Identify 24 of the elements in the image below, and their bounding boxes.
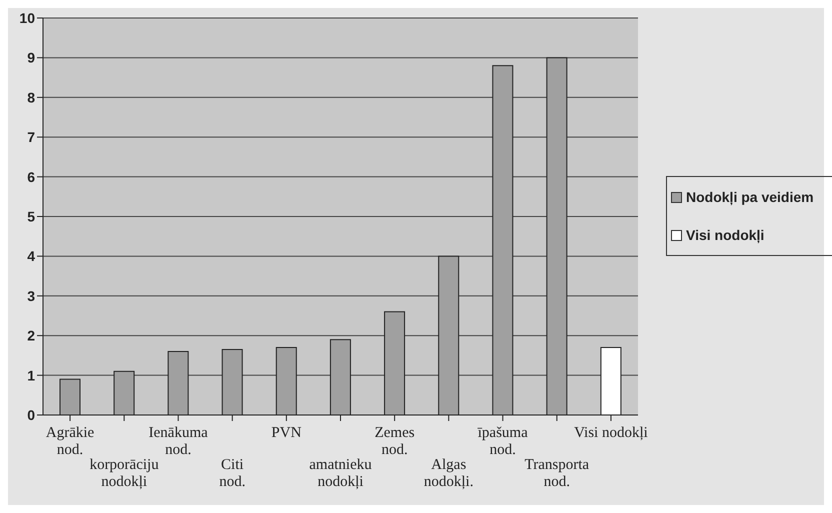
x-tick-label: amatnieku nodokļi <box>309 457 372 490</box>
y-tick-label: 3 <box>27 288 36 304</box>
x-tick-label: Transporta nod. <box>524 457 590 490</box>
y-tick-label: 10 <box>19 10 36 26</box>
y-tick-label: 9 <box>27 50 36 66</box>
y-tick-label: 6 <box>27 168 36 185</box>
x-tick-label: īpašuma nod. <box>476 425 528 458</box>
y-tick-label: 8 <box>27 89 36 106</box>
x-tick-label: Ienākuma nod. <box>148 425 208 458</box>
x-tick-label: Visi nodokļi <box>574 425 648 441</box>
y-tick-label: 4 <box>27 248 36 264</box>
y-tick-label: 1 <box>27 367 36 384</box>
x-tick-label: Agrākie nod. <box>46 425 95 458</box>
legend-label: Nodokļi pa veidiem <box>686 189 814 205</box>
x-tick-label: Citi nod. <box>219 457 246 490</box>
legend-label: Visi nodokļi <box>686 227 764 243</box>
x-tick-label: korporāciju nodokļi <box>90 457 160 490</box>
x-tick-label: Zemes nod. <box>374 425 415 458</box>
y-tick-label: 5 <box>27 208 36 224</box>
y-tick-label: 0 <box>27 406 36 423</box>
x-tick-label: PVN <box>271 425 302 441</box>
y-tick-label: 2 <box>27 328 36 344</box>
y-tick-label: 7 <box>27 129 36 146</box>
x-tick-label: Algas nodokļi. <box>424 457 474 490</box>
